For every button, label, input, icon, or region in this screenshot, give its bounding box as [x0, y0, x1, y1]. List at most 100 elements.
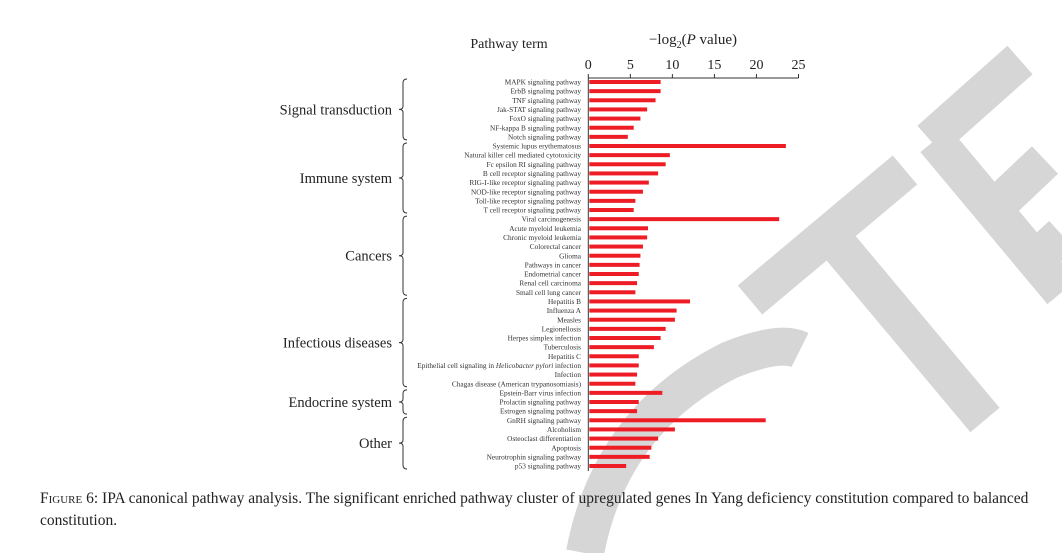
bar	[589, 372, 638, 377]
category-label: Hepatitis B	[548, 297, 581, 306]
bar	[589, 226, 648, 231]
bar	[589, 390, 663, 395]
category-label: Epithelial cell signaling in Helicobacte…	[417, 361, 581, 370]
category-label: Colorectal cancer	[530, 242, 582, 251]
y-axis-title: Pathway term	[470, 37, 547, 52]
category-label: Natural killer cell mediated cytotoxicit…	[464, 151, 581, 160]
category-label: Systemic lupus erythematosus	[493, 142, 582, 151]
bar	[589, 445, 652, 450]
group-bracket	[398, 215, 408, 296]
category-label: Epstein-Barr virus infection	[500, 388, 582, 397]
caption-text: IPA canonical pathway analysis. The sign…	[40, 490, 1029, 529]
bar	[589, 409, 638, 414]
group-label: Endocrine system	[289, 395, 393, 411]
category-label: Hepatitis C	[548, 352, 581, 361]
group-label: Infectious diseases	[283, 336, 392, 352]
bar	[589, 144, 786, 148]
x-axis-title: −log2(P value)	[649, 32, 737, 51]
bar	[589, 400, 639, 404]
category-label: Viral carcinogenesis	[522, 215, 581, 224]
category-label: Endometrial cancer	[524, 270, 581, 279]
bar	[589, 281, 638, 286]
category-label: Glioma	[559, 251, 582, 260]
x-tick-label: 10	[665, 58, 679, 73]
bar	[589, 125, 634, 130]
bar	[589, 153, 670, 158]
category-label: Alcoholism	[547, 425, 581, 434]
bar	[589, 436, 659, 441]
category-label: p53 signaling pathway	[515, 462, 581, 471]
category-label: Neurotrophin signaling pathway	[487, 452, 582, 461]
group-bracket	[398, 416, 408, 470]
x-tick-label: 5	[627, 58, 634, 73]
category-label: Notch signaling pathway	[508, 132, 581, 141]
category-label: Measles	[557, 315, 581, 324]
group-bracket	[398, 297, 408, 388]
bar	[589, 326, 666, 331]
category-label: T cell receptor signaling pathway	[483, 206, 581, 215]
category-label: Small cell lung cancer	[516, 288, 582, 297]
bar	[589, 454, 650, 459]
watermark-letter-e	[917, 45, 1062, 305]
bar	[589, 272, 639, 276]
category-label: MAPK signaling pathway	[505, 78, 582, 87]
category-label: ErbB signaling pathway	[510, 87, 581, 96]
bar	[589, 336, 661, 340]
category-label: GnRH signaling pathway	[507, 416, 582, 425]
bars	[589, 80, 786, 468]
category-label: Acute myeloid leukemia	[509, 224, 581, 233]
category-label: Jak-STAT signaling pathway	[497, 105, 581, 114]
group-bracket	[398, 389, 408, 415]
group-label: Other	[359, 436, 392, 452]
group-label: Immune system	[300, 171, 393, 187]
category-label: Renal cell carcinoma	[519, 279, 581, 288]
category-label: Chagas disease (American trypanosomiasis…	[452, 379, 582, 388]
category-label: RIG-I-like receptor signaling pathway	[469, 178, 581, 187]
bar	[589, 134, 628, 139]
x-tick-label: 0	[585, 58, 592, 73]
bar	[589, 299, 691, 304]
bar	[589, 244, 643, 249]
category-label: TNF signaling pathway	[512, 96, 581, 105]
category-label: Legionellosis	[542, 324, 581, 333]
group-label: Cancers	[345, 249, 392, 265]
category-label: FoxO signaling pathway	[509, 114, 581, 123]
x-axis: 0 5 10 15 20 25	[585, 58, 806, 471]
category-label: Estrogen signaling pathway	[500, 407, 581, 416]
figure-label: Figure 6:	[40, 490, 99, 507]
bar	[589, 363, 639, 368]
category-label: Chronic myeloid leukemia	[503, 233, 582, 242]
bar	[589, 235, 648, 240]
bar	[589, 107, 648, 112]
figure-caption: Figure 6: IPA canonical pathway analysis…	[40, 488, 1040, 532]
group-bracket	[398, 142, 408, 214]
bar	[589, 381, 636, 386]
x-tick-label: 20	[749, 58, 763, 73]
category-label: Fc epsilon RI signaling pathway	[487, 160, 582, 169]
category-label: Apoptosis	[551, 443, 581, 452]
watermark	[566, 45, 1062, 553]
bar	[589, 98, 656, 103]
bar	[589, 427, 675, 432]
category-label: Pathways in cancer	[525, 260, 582, 269]
bar	[589, 180, 649, 185]
bar	[589, 253, 641, 258]
bar	[589, 317, 675, 322]
category-label: NOD-like receptor signaling pathway	[471, 187, 581, 196]
bar	[589, 89, 661, 94]
bar	[589, 198, 636, 203]
bar	[589, 354, 639, 359]
x-tick-label: 15	[707, 58, 721, 73]
bar	[589, 262, 640, 267]
bar	[589, 418, 766, 423]
category-label: Infection	[555, 370, 582, 379]
category-label: Tuberculosis	[544, 343, 582, 352]
category-label: Toll-like receptor signaling pathway	[475, 196, 581, 205]
bar	[589, 290, 636, 295]
watermark-letter-t	[737, 155, 1000, 433]
bar	[589, 189, 643, 194]
category-label: NF-kappa B signaling pathway	[490, 123, 581, 132]
bar	[589, 345, 654, 350]
